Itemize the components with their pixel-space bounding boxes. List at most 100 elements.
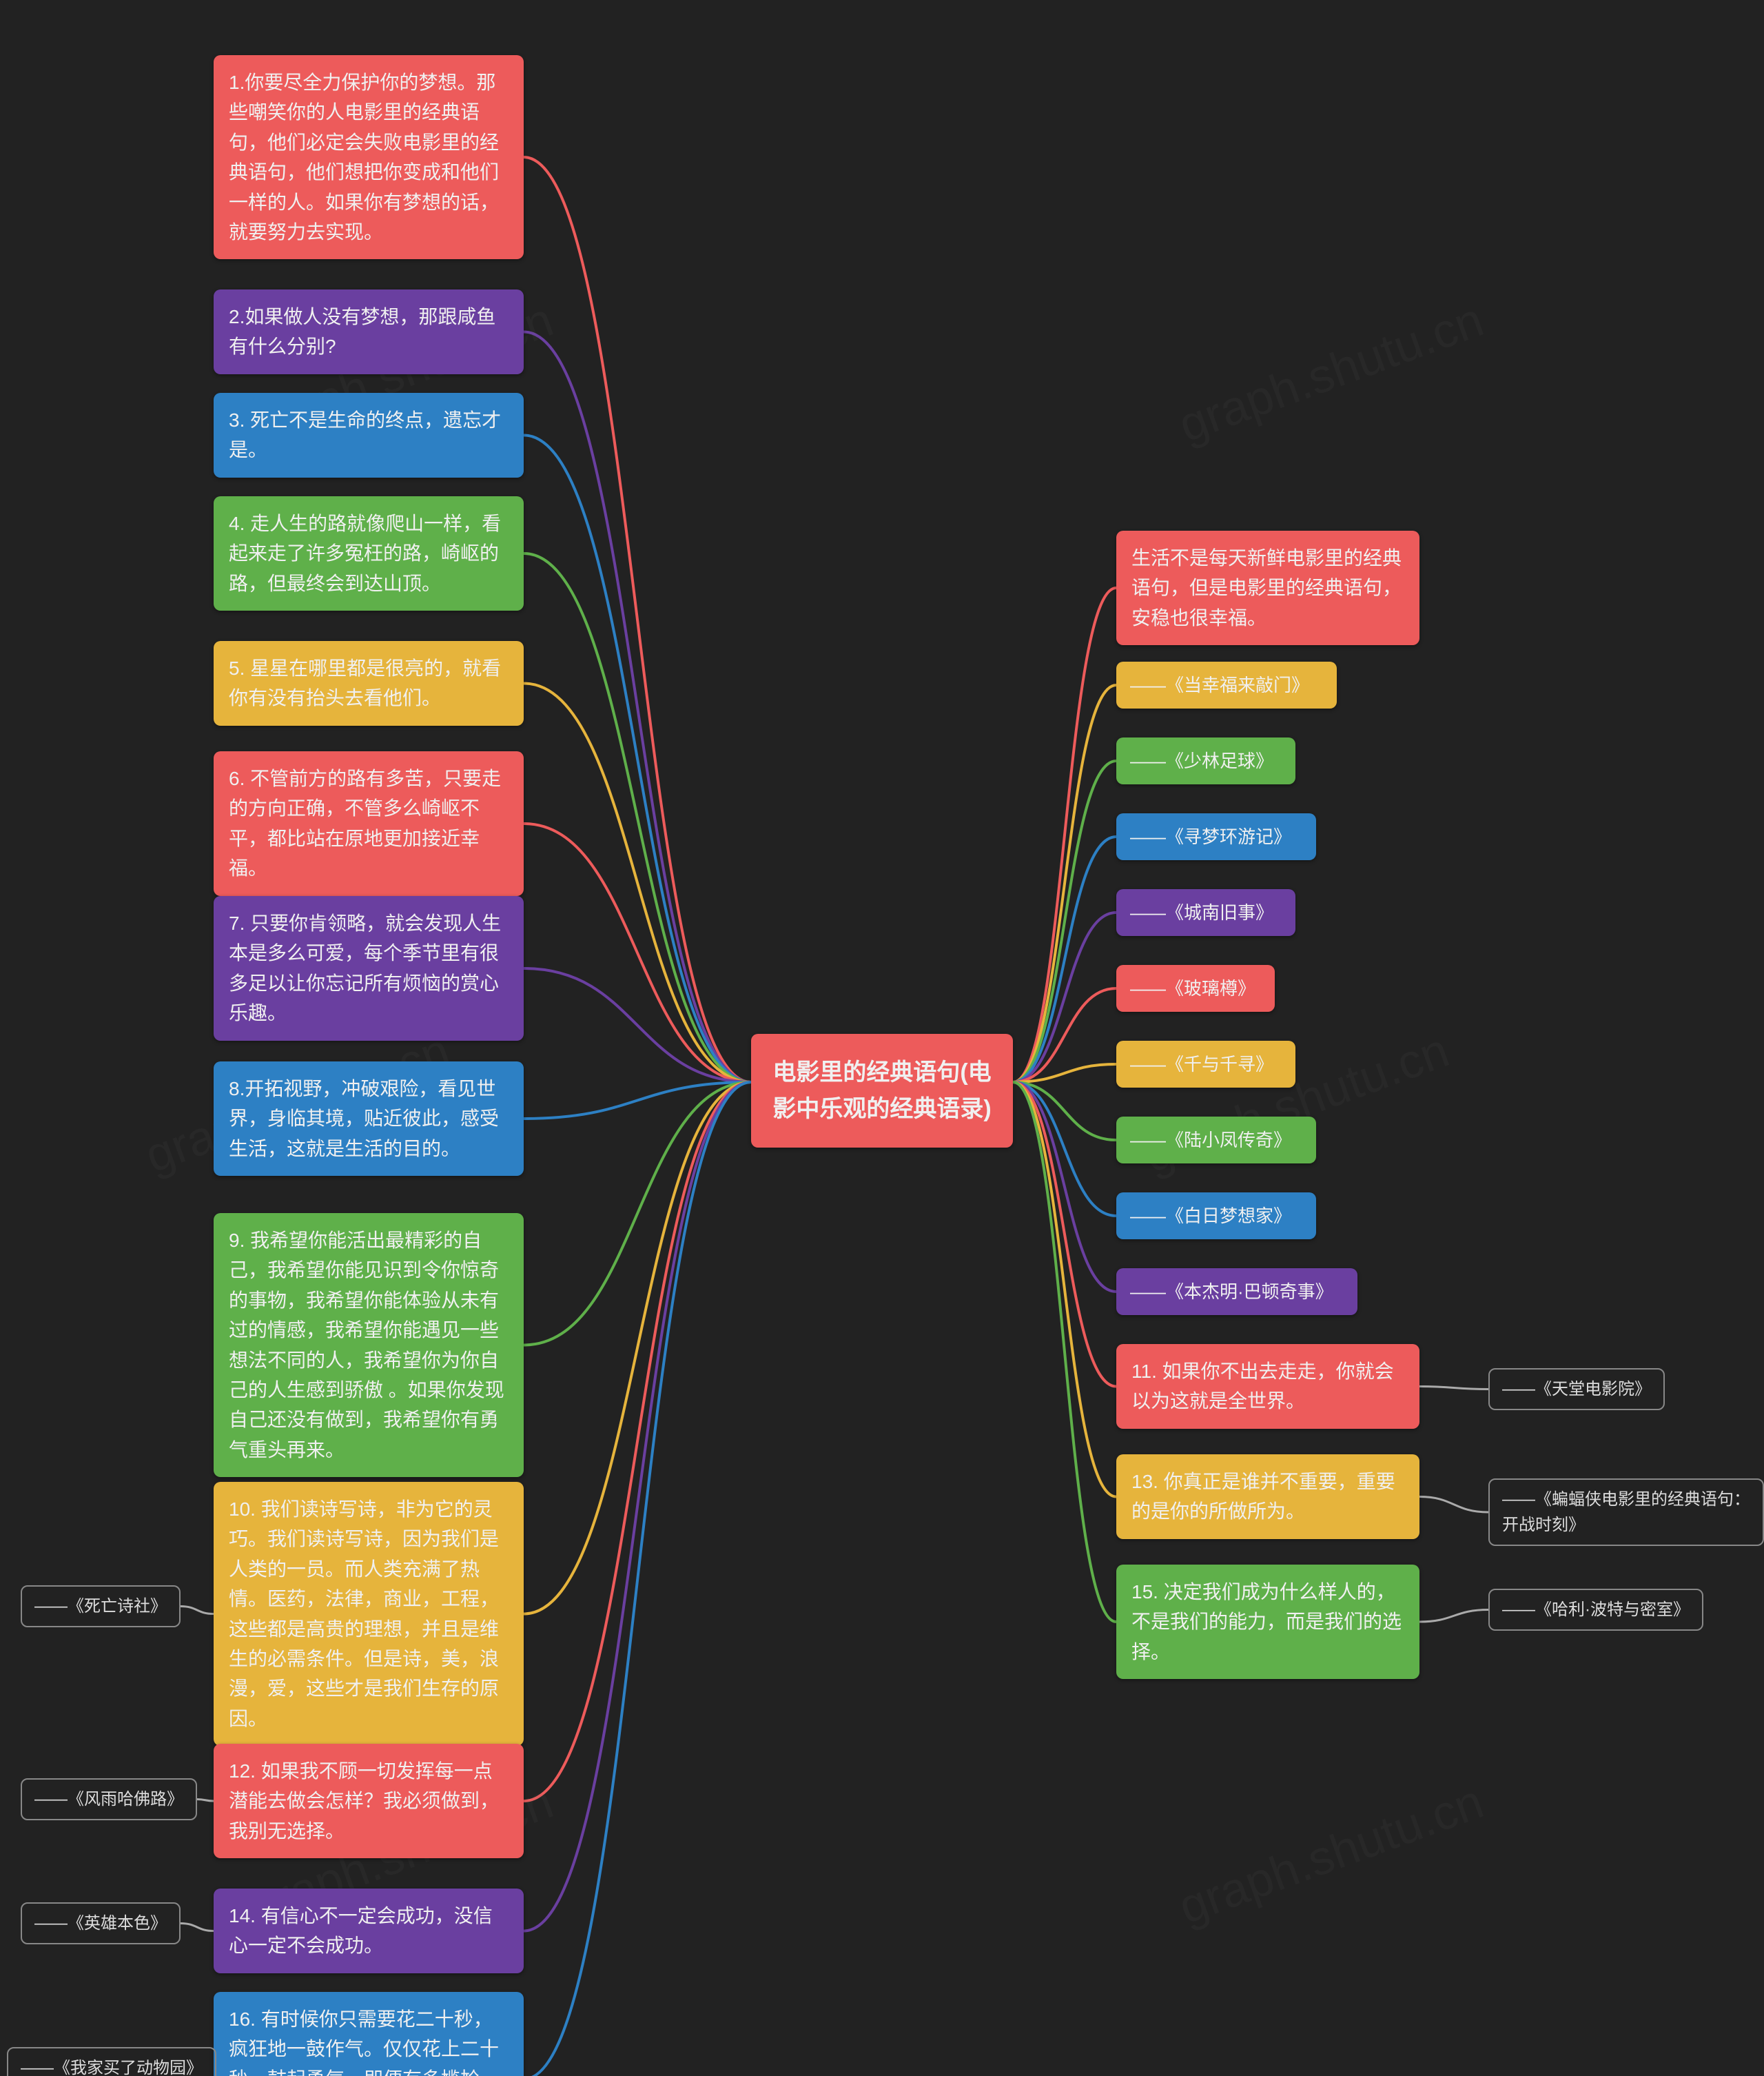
- left-node-8-label: 8.开拓视野，冲破艰险，看见世界，身临其境，贴近彼此，感受生活，这就是生活的目的…: [229, 1078, 499, 1159]
- right-node-1: 生活不是每天新鲜电影里的经典语句，但是电影里的经典语句，安稳也很幸福。: [1116, 531, 1419, 645]
- left-node-5-label: 5. 星星在哪里都是很亮的，就看你有没有抬头去看他们。: [229, 658, 501, 709]
- link-path: [524, 332, 751, 1083]
- right-node-8: ——《陆小凤传奇》: [1116, 1117, 1316, 1163]
- right-node-11-label: 11. 如果你不出去走走，你就会以为这就是全世界。: [1131, 1361, 1394, 1412]
- right-node-7-label: ——《千与千寻》: [1130, 1054, 1273, 1075]
- right-node-2: ——《当幸福来敲门》: [1116, 662, 1337, 709]
- link-path: [1013, 1082, 1116, 1387]
- right-node-12-source-label: ——《蝙蝠侠电影里的经典语句：开战时刻》: [1502, 1490, 1750, 1534]
- sublink-path: [197, 1800, 214, 1802]
- left-node-13-source: ——《我家买了动物园》: [7, 2047, 216, 2076]
- link-path: [524, 1082, 751, 1614]
- link-path: [1013, 685, 1116, 1082]
- left-node-11-source: ——《风雨哈佛路》: [21, 1778, 197, 1820]
- right-node-4-label: ——《寻梦环游记》: [1130, 826, 1291, 847]
- link-path: [1013, 1082, 1116, 1140]
- right-node-13-label: 15. 决定我们成为什么样人的，不是我们的能力，而是我们的选择。: [1131, 1581, 1402, 1662]
- right-node-11: 11. 如果你不出去走走，你就会以为这就是全世界。: [1116, 1344, 1419, 1429]
- left-node-13-source-label: ——《我家买了动物园》: [21, 2059, 203, 2076]
- left-node-4-label: 4. 走人生的路就像爬山一样，看起来走了许多冤枉的路，崎岖的路，但最终会到达山顶…: [229, 513, 501, 594]
- link-path: [524, 1082, 751, 1345]
- left-node-8: 8.开拓视野，冲破艰险，看见世界，身临其境，贴近彼此，感受生活，这就是生活的目的…: [214, 1061, 524, 1176]
- sublink-path: [1419, 1387, 1488, 1390]
- left-node-13: 16. 有时候你只需要花二十秒，疯狂地一鼓作气。仅仅花上二十秒，鼓起勇气，即便有…: [214, 1992, 524, 2076]
- left-node-11: 12. 如果我不顾一切发挥每一点潜能去做会怎样？我必须做到，我别无选择。: [214, 1744, 524, 1858]
- watermark: graph.shutu.cn: [1171, 292, 1490, 453]
- left-node-1: 1.你要尽全力保护你的梦想。那些嘲笑你的人电影里的经典语句，他们必定会失败电影里…: [214, 55, 524, 259]
- right-node-13-source-label: ——《哈利·波特与密室》: [1502, 1600, 1690, 1619]
- mindmap-stage: graph.shutu.cngraph.shutu.cngraph.shutu.…: [0, 0, 1764, 2076]
- right-node-6: ——《玻璃樽》: [1116, 965, 1275, 1012]
- right-node-10-label: ——《本杰明·巴顿奇事》: [1130, 1281, 1333, 1302]
- right-node-12-source: ——《蝙蝠侠电影里的经典语句：开战时刻》: [1488, 1478, 1764, 1546]
- right-node-8-label: ——《陆小凤传奇》: [1130, 1130, 1291, 1150]
- left-node-3: 3. 死亡不是生命的终点，遗忘才是。: [214, 393, 524, 478]
- right-node-11-source: ——《天堂电影院》: [1488, 1368, 1665, 1410]
- left-node-12-label: 14. 有信心不一定会成功，没信心一定不会成功。: [229, 1905, 493, 1956]
- left-node-10-source: ——《死亡诗社》: [21, 1585, 181, 1627]
- link-path: [1013, 1064, 1116, 1082]
- right-node-3-label: ——《少林足球》: [1130, 751, 1273, 771]
- right-node-7: ——《千与千寻》: [1116, 1041, 1295, 1088]
- link-path: [1013, 761, 1116, 1082]
- right-node-10: ——《本杰明·巴顿奇事》: [1116, 1268, 1357, 1315]
- right-node-9-label: ——《白日梦想家》: [1130, 1205, 1291, 1226]
- left-node-11-label: 12. 如果我不顾一切发挥每一点潜能去做会怎样？我必须做到，我别无选择。: [229, 1760, 499, 1842]
- left-node-10: 10. 我们读诗写诗，非为它的灵巧。我们读诗写诗，因为我们是人类的一员。而人类充…: [214, 1482, 524, 1746]
- link-path: [1013, 1082, 1116, 1292]
- link-path: [524, 1082, 751, 1801]
- center-node-label: 电影里的经典语句(电影中乐观的经典语录): [772, 1059, 991, 1122]
- right-node-5: ——《城南旧事》: [1116, 889, 1295, 936]
- link-path: [1013, 588, 1116, 1082]
- left-node-10-label: 10. 我们读诗写诗，非为它的灵巧。我们读诗写诗，因为我们是人类的一员。而人类充…: [229, 1498, 499, 1729]
- sublink-path: [1419, 1610, 1488, 1622]
- sublink-path: [181, 1924, 214, 1931]
- sublink-path: [1419, 1497, 1488, 1513]
- right-node-11-source-label: ——《天堂电影院》: [1502, 1380, 1651, 1398]
- link-path: [1013, 1082, 1116, 1216]
- link-path: [524, 1082, 751, 2076]
- right-node-9: ——《白日梦想家》: [1116, 1192, 1316, 1239]
- left-node-6-label: 6. 不管前方的路有多苦，只要走的方向正确，不管多么崎岖不平，都比站在原地更加接…: [229, 768, 501, 879]
- left-node-5: 5. 星星在哪里都是很亮的，就看你有没有抬头去看他们。: [214, 641, 524, 726]
- left-node-12-source-label: ——《英雄本色》: [34, 1914, 167, 1933]
- left-node-1-label: 1.你要尽全力保护你的梦想。那些嘲笑你的人电影里的经典语句，他们必定会失败电影里…: [229, 72, 499, 243]
- link-path: [1013, 913, 1116, 1082]
- right-node-3: ——《少林足球》: [1116, 737, 1295, 784]
- left-node-7-label: 7. 只要你肯领略，就会发现人生本是多么可爱，每个季节里有很多足以让你忘记所有烦…: [229, 913, 501, 1024]
- link-path: [524, 968, 751, 1082]
- left-node-12: 14. 有信心不一定会成功，没信心一定不会成功。: [214, 1889, 524, 1973]
- watermark: graph.shutu.cn: [1171, 1773, 1490, 1935]
- right-node-12: 13. 你真正是谁并不重要，重要的是你的所做所为。: [1116, 1454, 1419, 1539]
- right-node-13: 15. 决定我们成为什么样人的，不是我们的能力，而是我们的选择。: [1116, 1565, 1419, 1679]
- left-node-3-label: 3. 死亡不是生命的终点，遗忘才是。: [229, 409, 501, 460]
- left-node-2: 2.如果做人没有梦想，那跟咸鱼有什么分别?: [214, 289, 524, 374]
- link-path: [524, 1082, 751, 1931]
- left-node-7: 7. 只要你肯领略，就会发现人生本是多么可爱，每个季节里有很多足以让你忘记所有烦…: [214, 896, 524, 1041]
- right-node-12-label: 13. 你真正是谁并不重要，重要的是你的所做所为。: [1131, 1471, 1395, 1522]
- left-node-10-source-label: ——《死亡诗社》: [34, 1597, 167, 1616]
- right-node-6-label: ——《玻璃樽》: [1130, 978, 1255, 999]
- sublink-path: [181, 1607, 214, 1614]
- center-node: 电影里的经典语句(电影中乐观的经典语录): [751, 1034, 1013, 1148]
- left-node-9-label: 9. 我希望你能活出最精彩的自己，我希望你能见识到令你惊奇的事物，我希望你能体验…: [229, 1230, 504, 1461]
- left-node-13-label: 16. 有时候你只需要花二十秒，疯狂地一鼓作气。仅仅花上二十秒，鼓起勇气，即便有…: [229, 2008, 499, 2076]
- left-node-11-source-label: ——《风雨哈佛路》: [34, 1790, 183, 1809]
- link-path: [1013, 988, 1116, 1082]
- left-node-4: 4. 走人生的路就像爬山一样，看起来走了许多冤枉的路，崎岖的路，但最终会到达山顶…: [214, 496, 524, 611]
- right-node-2-label: ——《当幸福来敲门》: [1130, 675, 1309, 695]
- left-node-2-label: 2.如果做人没有梦想，那跟咸鱼有什么分别?: [229, 306, 495, 357]
- right-node-4: ——《寻梦环游记》: [1116, 813, 1316, 860]
- right-node-13-source: ——《哈利·波特与密室》: [1488, 1589, 1703, 1631]
- link-path: [524, 1082, 751, 1119]
- left-node-6: 6. 不管前方的路有多苦，只要走的方向正确，不管多么崎岖不平，都比站在原地更加接…: [214, 751, 524, 896]
- link-path: [524, 436, 751, 1083]
- right-node-5-label: ——《城南旧事》: [1130, 902, 1273, 923]
- link-path: [524, 157, 751, 1082]
- link-path: [524, 553, 751, 1082]
- link-path: [1013, 837, 1116, 1082]
- left-node-9: 9. 我希望你能活出最精彩的自己，我希望你能见识到令你惊奇的事物，我希望你能体验…: [214, 1213, 524, 1477]
- right-node-1-label: 生活不是每天新鲜电影里的经典语句，但是电影里的经典语句，安稳也很幸福。: [1131, 547, 1402, 629]
- left-node-12-source: ——《英雄本色》: [21, 1902, 181, 1944]
- link-path: [1013, 1082, 1116, 1622]
